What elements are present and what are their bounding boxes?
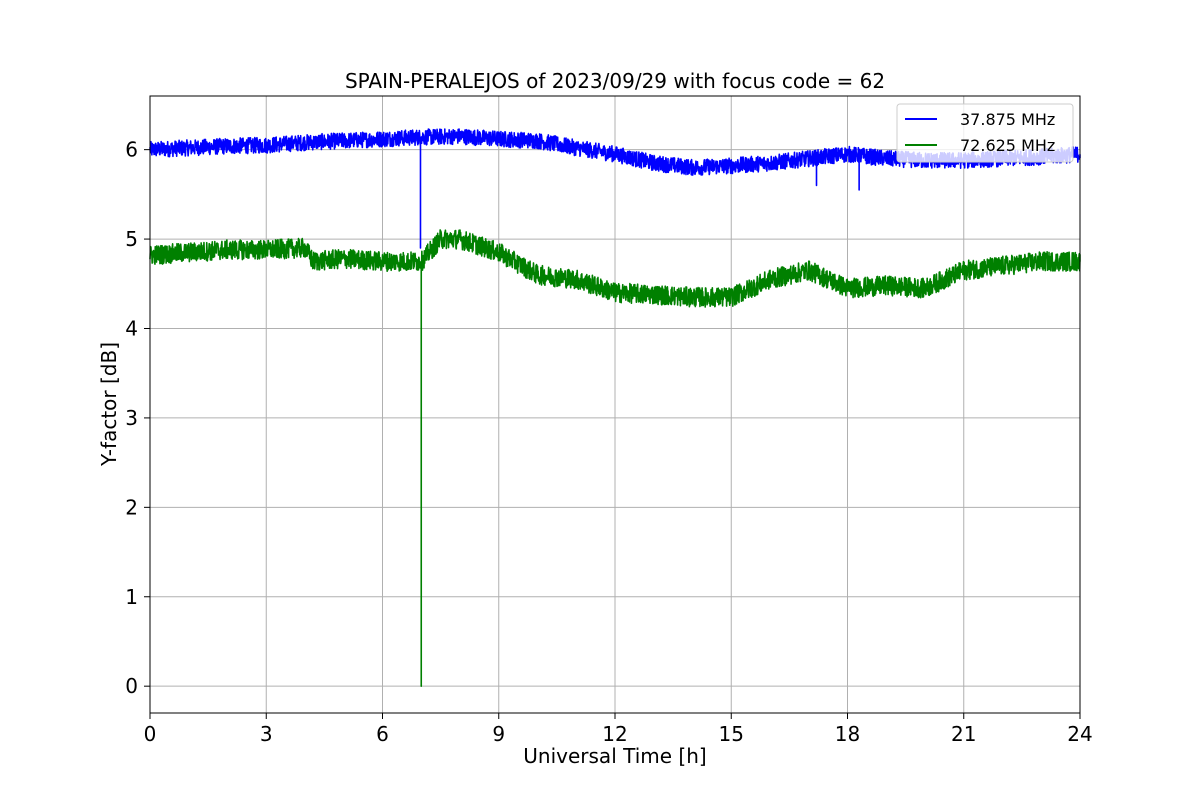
- y-tick-label: 4: [125, 316, 138, 340]
- x-tick-label: 21: [951, 722, 976, 746]
- y-tick-label: 1: [125, 585, 138, 609]
- y-tick-label: 6: [125, 138, 138, 162]
- series-layer: [149, 128, 1081, 687]
- x-tick-label: 3: [260, 722, 273, 746]
- chart-title: SPAIN-PERALEJOS of 2023/09/29 with focus…: [345, 69, 885, 93]
- legend-label-72625: 72.625 MHz: [960, 136, 1055, 155]
- y-tick-label: 2: [125, 495, 138, 519]
- x-tick-label: 9: [492, 722, 505, 746]
- legend: 37.875 MHz 72.625 MHz: [896, 103, 1074, 163]
- series-line-0: [149, 128, 1081, 249]
- x-tick-label: 15: [719, 722, 744, 746]
- series-line-1: [149, 229, 1081, 687]
- x-tick-label: 6: [376, 722, 389, 746]
- legend-label-37875: 37.875 MHz: [960, 110, 1055, 129]
- y-tick-label: 3: [125, 406, 138, 430]
- legend-box: [896, 103, 1074, 163]
- y-axis-label: Y-factor [dB]: [97, 342, 121, 467]
- x-tick-label: 12: [602, 722, 627, 746]
- y-tick-label: 0: [125, 674, 138, 698]
- x-tick-label: 18: [835, 722, 860, 746]
- x-axis-label: Universal Time [h]: [523, 744, 706, 768]
- x-tick-label: 0: [144, 722, 157, 746]
- x-tick-label: 24: [1067, 722, 1092, 746]
- y-tick-label: 5: [125, 227, 138, 251]
